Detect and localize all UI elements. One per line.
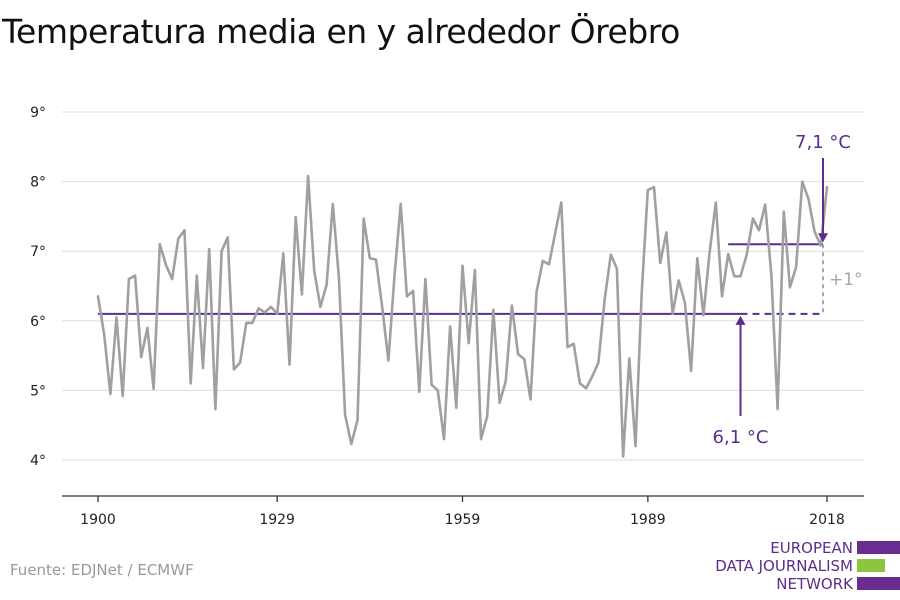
annotations: +1° 6,1 °C 7,1 °C (713, 132, 863, 448)
x-tick-label: 1900 (80, 512, 116, 528)
y-tick-label: 4° (30, 453, 46, 469)
x-axis: 1900 1929 1959 1989 2018 (62, 495, 864, 528)
x-tick-label: 1959 (445, 512, 481, 528)
y-tick-label: 5° (30, 383, 46, 399)
y-tick-label: 7° (30, 244, 46, 260)
difference-label: +1° (829, 270, 863, 290)
y-tick-label: 9° (30, 105, 46, 121)
logo-bar-purple-bottom (857, 577, 900, 590)
baseline-mean-label: 6,1 °C (713, 427, 769, 448)
y-tick-label: 6° (30, 314, 46, 330)
logo-bar-green (857, 559, 885, 572)
logo-line-1: EUROPEAN (770, 539, 853, 557)
x-tick-label: 2018 (809, 512, 845, 528)
x-tick-label: 1989 (630, 512, 666, 528)
y-tick-label: 8° (30, 175, 46, 191)
recent-mean-label: 7,1 °C (795, 132, 851, 153)
logo-bar-purple-top (857, 541, 900, 554)
series-line (96, 174, 829, 458)
logo-line-3: NETWORK (776, 575, 853, 593)
chart-title: Temperatura media en y alrededor Örebro (2, 12, 680, 51)
logo-line-2: DATA JOURNALISM (715, 557, 853, 575)
arrow-head-baseline (735, 315, 746, 325)
temperature-series (96, 174, 829, 458)
grid-lines (62, 111, 864, 461)
arrow-head-recent (818, 233, 828, 243)
y-axis-labels: 4° 5° 6° 7° 8° 9° (30, 105, 46, 469)
x-tick-label: 1929 (259, 512, 295, 528)
source-note: Fuente: EDJNet / ECMWF (10, 561, 194, 579)
